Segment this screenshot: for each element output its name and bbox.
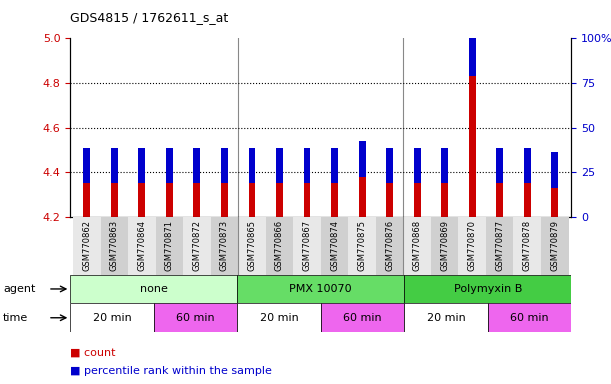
Bar: [276, 148, 283, 184]
Bar: [221, 184, 228, 217]
Bar: [321, 303, 404, 332]
Text: GSM770878: GSM770878: [523, 220, 532, 271]
Text: 20 min: 20 min: [93, 313, 131, 323]
Text: 20 min: 20 min: [426, 313, 466, 323]
Bar: [221, 148, 228, 184]
Bar: [331, 148, 338, 184]
Bar: [359, 177, 365, 217]
Bar: [111, 148, 118, 184]
Bar: [237, 275, 404, 303]
Bar: [166, 184, 173, 217]
Text: GSM770867: GSM770867: [302, 220, 312, 271]
Bar: [238, 217, 266, 275]
Text: ■ percentile rank within the sample: ■ percentile rank within the sample: [70, 366, 272, 376]
Bar: [211, 217, 238, 275]
Text: GSM770864: GSM770864: [137, 220, 147, 271]
Bar: [404, 303, 488, 332]
Text: 20 min: 20 min: [260, 313, 298, 323]
Bar: [293, 217, 321, 275]
Bar: [83, 148, 90, 184]
Bar: [414, 148, 420, 184]
Text: PMX 10070: PMX 10070: [290, 284, 352, 294]
Text: GSM770876: GSM770876: [385, 220, 394, 271]
Bar: [404, 275, 571, 303]
Text: GSM770873: GSM770873: [220, 220, 229, 271]
Bar: [139, 184, 145, 217]
Bar: [321, 217, 348, 275]
Bar: [541, 217, 568, 275]
Text: time: time: [3, 313, 28, 323]
Bar: [111, 184, 118, 217]
Text: GSM770879: GSM770879: [551, 220, 559, 271]
Bar: [128, 217, 156, 275]
Bar: [403, 217, 431, 275]
Bar: [386, 184, 393, 217]
Text: GSM770877: GSM770877: [495, 220, 504, 271]
Text: 60 min: 60 min: [510, 313, 549, 323]
Bar: [359, 141, 365, 177]
Bar: [441, 148, 448, 184]
Bar: [156, 217, 183, 275]
Bar: [431, 217, 458, 275]
Bar: [469, 10, 475, 76]
Text: GSM770875: GSM770875: [357, 220, 367, 271]
Text: GDS4815 / 1762611_s_at: GDS4815 / 1762611_s_at: [70, 12, 229, 25]
Bar: [183, 217, 211, 275]
Bar: [331, 184, 338, 217]
Bar: [276, 184, 283, 217]
Bar: [304, 148, 310, 184]
Text: GSM770874: GSM770874: [330, 220, 339, 271]
Text: GSM770869: GSM770869: [440, 220, 449, 271]
Bar: [524, 184, 531, 217]
Bar: [194, 184, 200, 217]
Bar: [496, 148, 503, 184]
Bar: [73, 217, 101, 275]
Bar: [414, 184, 420, 217]
Text: Polymyxin B: Polymyxin B: [453, 284, 522, 294]
Bar: [70, 303, 154, 332]
Bar: [83, 184, 90, 217]
Bar: [194, 148, 200, 184]
Bar: [139, 148, 145, 184]
Bar: [376, 217, 403, 275]
Text: 60 min: 60 min: [343, 313, 382, 323]
Text: GSM770862: GSM770862: [82, 220, 91, 271]
Bar: [249, 148, 255, 184]
Bar: [304, 184, 310, 217]
Bar: [496, 184, 503, 217]
Text: GSM770870: GSM770870: [467, 220, 477, 271]
Text: agent: agent: [3, 284, 35, 294]
Bar: [469, 76, 475, 217]
Text: GSM770872: GSM770872: [192, 220, 202, 271]
Bar: [249, 184, 255, 217]
Bar: [386, 148, 393, 184]
Bar: [70, 275, 237, 303]
Bar: [441, 184, 448, 217]
Text: 60 min: 60 min: [176, 313, 215, 323]
Text: GSM770868: GSM770868: [412, 220, 422, 271]
Bar: [166, 148, 173, 184]
Bar: [237, 303, 321, 332]
Text: GSM770871: GSM770871: [165, 220, 174, 271]
Text: GSM770865: GSM770865: [247, 220, 257, 271]
Bar: [348, 217, 376, 275]
Bar: [266, 217, 293, 275]
Bar: [101, 217, 128, 275]
Bar: [154, 303, 237, 332]
Bar: [551, 152, 558, 188]
Bar: [551, 188, 558, 217]
Text: ■ count: ■ count: [70, 348, 115, 358]
Text: GSM770866: GSM770866: [275, 220, 284, 271]
Bar: [488, 303, 571, 332]
Bar: [524, 148, 531, 184]
Text: GSM770863: GSM770863: [110, 220, 119, 271]
Text: none: none: [140, 284, 167, 294]
Bar: [458, 217, 486, 275]
Bar: [513, 217, 541, 275]
Bar: [486, 217, 513, 275]
